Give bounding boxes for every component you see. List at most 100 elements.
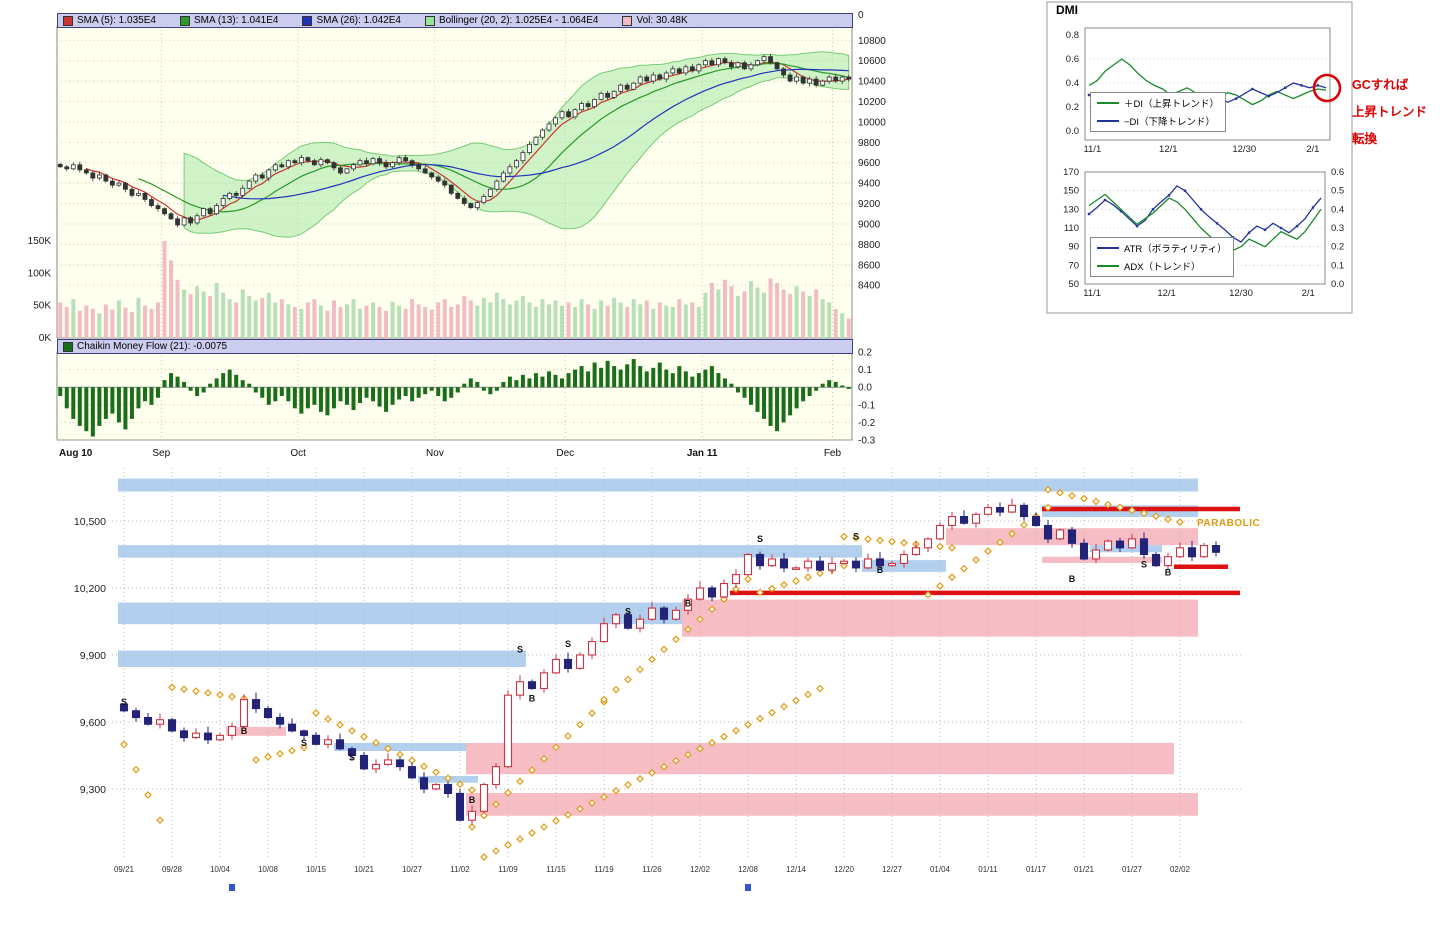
legend-label: SMA (26): 1.042E4	[316, 15, 401, 26]
legend-label: Chaikin Money Flow (21): -0.0075	[77, 341, 228, 352]
svg-text:70: 70	[1068, 260, 1079, 271]
svg-text:130: 130	[1063, 204, 1079, 215]
svg-text:10/21: 10/21	[354, 865, 375, 874]
svg-text:9800: 9800	[858, 138, 881, 149]
svg-text:0.8: 0.8	[1066, 30, 1079, 41]
svg-text:10/27: 10/27	[402, 865, 423, 874]
legend-item-plus-di: ＋DI（上昇トレンド）	[1097, 96, 1219, 110]
svg-text:Jan 11: Jan 11	[687, 448, 718, 459]
svg-text:S: S	[517, 644, 523, 654]
svg-text:12/30: 12/30	[1232, 144, 1256, 155]
svg-text:10800: 10800	[858, 36, 886, 47]
svg-text:12/27: 12/27	[882, 865, 903, 874]
svg-text:10/15: 10/15	[306, 865, 327, 874]
svg-text:50K: 50K	[33, 301, 51, 312]
svg-text:01/21: 01/21	[1074, 865, 1095, 874]
svg-text:10000: 10000	[858, 117, 886, 128]
svg-text:10,500: 10,500	[74, 516, 106, 528]
svg-text:Oct: Oct	[290, 448, 306, 459]
annotation-line: 上昇トレンド	[1352, 105, 1428, 119]
svg-text:09/28: 09/28	[162, 865, 183, 874]
svg-text:S: S	[1141, 560, 1147, 570]
svg-text:2/1: 2/1	[1302, 288, 1315, 299]
svg-text:0.0: 0.0	[1331, 279, 1344, 290]
svg-text:B: B	[241, 726, 248, 736]
atr-legend-box: ATR（ボラティリティ） ADX（トレンド）	[1090, 237, 1234, 277]
di-legend-box: ＋DI（上昇トレンド） −DI（下降トレンド）	[1090, 92, 1227, 132]
svg-text:Sep: Sep	[152, 448, 170, 459]
svg-text:9,300: 9,300	[80, 784, 106, 796]
svg-text:12/02: 12/02	[690, 865, 711, 874]
legend-label: SMA (13): 1.041E4	[193, 15, 279, 26]
svg-text:0.6: 0.6	[1066, 54, 1079, 65]
legend-swatch-icon	[622, 15, 633, 26]
atr-line-icon	[1097, 247, 1119, 249]
svg-text:0.1: 0.1	[858, 365, 872, 376]
svg-text:8800: 8800	[858, 240, 881, 251]
legend-label: ADX（トレンド）	[1124, 262, 1201, 273]
dmi-panel-title: DMI	[1056, 3, 1078, 17]
svg-text:B: B	[877, 565, 884, 575]
svg-text:12/1: 12/1	[1157, 288, 1176, 299]
svg-text:B: B	[1165, 567, 1172, 577]
svg-text:110: 110	[1064, 223, 1079, 234]
svg-text:S: S	[121, 697, 127, 707]
legend-item-sma26: SMA (26): 1.042E4	[302, 15, 401, 26]
svg-text:0.0: 0.0	[858, 383, 872, 394]
svg-text:0.4: 0.4	[1331, 204, 1344, 215]
svg-text:B: B	[685, 599, 692, 609]
minus-di-line-icon	[1097, 120, 1119, 122]
svg-text:-0.2: -0.2	[858, 418, 876, 429]
legend-item-sma5: SMA (5): 1.035E4	[63, 15, 156, 26]
svg-text:09/21: 09/21	[114, 865, 135, 874]
svg-text:S: S	[349, 753, 355, 763]
legend-swatch-icon	[424, 15, 435, 26]
svg-text:12/20: 12/20	[834, 865, 855, 874]
svg-text:B: B	[469, 795, 476, 805]
legend-label: ＋DI（上昇トレンド）	[1124, 99, 1220, 110]
plus-di-line-icon	[1097, 102, 1119, 104]
legend-item-atr: ATR（ボラティリティ）	[1097, 241, 1227, 255]
svg-text:10600: 10600	[858, 56, 886, 67]
svg-text:S: S	[301, 738, 307, 748]
annotation-line: GCすれば	[1352, 78, 1409, 92]
legend-swatch-icon	[179, 15, 190, 26]
svg-text:9,900: 9,900	[80, 650, 106, 662]
svg-text:11/19: 11/19	[594, 865, 614, 874]
legend-item-volume: Vol: 30.48K	[622, 15, 688, 26]
legend-label: SMA (5): 1.035E4	[77, 15, 156, 26]
svg-text:02/02: 02/02	[1170, 865, 1191, 874]
svg-text:9600: 9600	[858, 158, 881, 169]
svg-text:0.2: 0.2	[1066, 102, 1079, 113]
svg-text:11/02: 11/02	[450, 865, 470, 874]
svg-text:Dec: Dec	[556, 448, 574, 459]
svg-text:2/1: 2/1	[1306, 144, 1319, 155]
svg-text:S: S	[757, 534, 763, 544]
svg-text:S: S	[853, 532, 859, 542]
svg-text:Aug 10: Aug 10	[59, 448, 93, 459]
legend-item-bollinger: Bollinger (20, 2): 1.025E4 - 1.064E4	[424, 15, 598, 26]
svg-text:11/15: 11/15	[546, 865, 566, 874]
svg-text:0.1: 0.1	[1331, 260, 1344, 271]
svg-text:0K: 0K	[39, 333, 52, 344]
svg-text:150K: 150K	[28, 236, 52, 247]
svg-text:9400: 9400	[858, 179, 881, 190]
svg-text:12/1: 12/1	[1159, 144, 1178, 155]
svg-text:10,200: 10,200	[74, 583, 106, 595]
svg-text:12/08: 12/08	[738, 865, 759, 874]
legend-swatch-icon	[302, 15, 313, 26]
legend-item-sma13: SMA (13): 1.041E4	[179, 15, 279, 26]
svg-text:8600: 8600	[858, 260, 881, 271]
parabolic-label: PARABOLIC	[1197, 518, 1261, 529]
gc-annotation: GCすれば 上昇トレンド 転換	[1352, 72, 1427, 153]
svg-text:B: B	[529, 694, 536, 704]
svg-text:Nov: Nov	[426, 448, 444, 459]
svg-text:10/08: 10/08	[258, 865, 279, 874]
cmf-chart-legend: Chaikin Money Flow (21): -0.0075	[57, 339, 853, 354]
legend-item-adx: ADX（トレンド）	[1097, 259, 1227, 273]
svg-text:-0.3: -0.3	[858, 436, 876, 447]
svg-text:8400: 8400	[858, 281, 881, 292]
svg-text:B: B	[1069, 574, 1076, 584]
svg-text:0.4: 0.4	[1066, 78, 1079, 89]
